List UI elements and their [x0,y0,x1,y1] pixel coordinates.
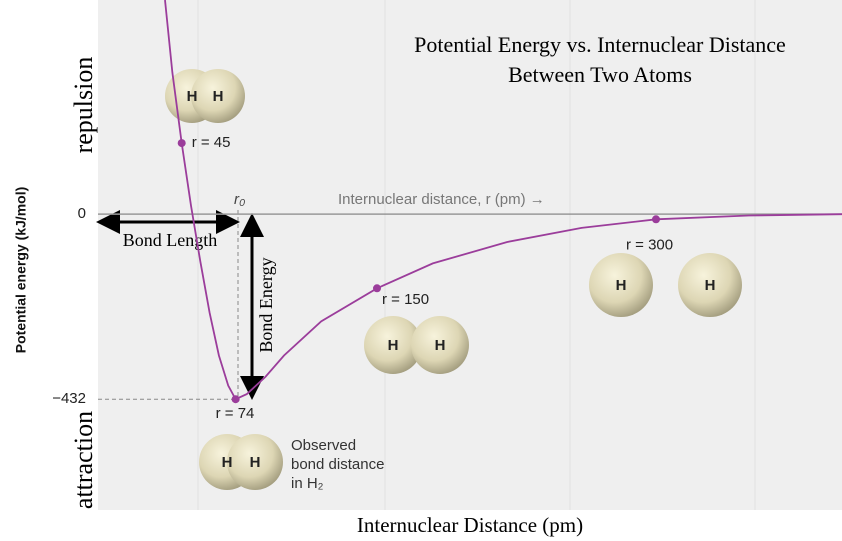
atom-label: H [187,88,198,105]
point-label: r = 45 [192,134,231,151]
bond-energy-label: Bond Energy [256,257,276,352]
point [232,395,240,403]
y-tick-label: −432 [52,390,86,407]
point-label: r = 300 [626,236,673,253]
bond-length-label: Bond Length [123,230,218,250]
atom-label: H [222,454,233,471]
region-label: attraction [69,411,98,509]
y-tick-label: 0 [78,205,86,222]
y-axis-label: Potential energy (kJ/mol) [13,187,29,353]
point [652,215,660,223]
observed-note: bond distance [291,456,384,473]
atom-label: H [213,88,224,105]
point-label: r = 150 [382,291,429,308]
atom-label: H [388,337,399,354]
point [178,139,186,147]
observed-note: in H₂ [291,475,324,492]
x-axis-label: Internuclear Distance (pm) [357,513,583,537]
distance-axis-label: Internuclear distance, r (pm) → [338,191,545,208]
r0-label: r₀ [234,191,245,208]
atom-label: H [250,454,261,471]
observed-note: Observed [291,437,356,454]
atom-label: H [616,277,627,294]
atom-label: H [705,277,716,294]
atom-label: H [435,337,446,354]
chart-title: Between Two Atoms [508,62,692,87]
chart-title: Potential Energy vs. Internuclear Distan… [414,32,786,57]
chart: Potential Energy vs. Internuclear Distan… [0,0,842,541]
region-label: repulsion [69,57,98,154]
point-label: r = 74 [216,405,255,422]
point [373,284,381,292]
